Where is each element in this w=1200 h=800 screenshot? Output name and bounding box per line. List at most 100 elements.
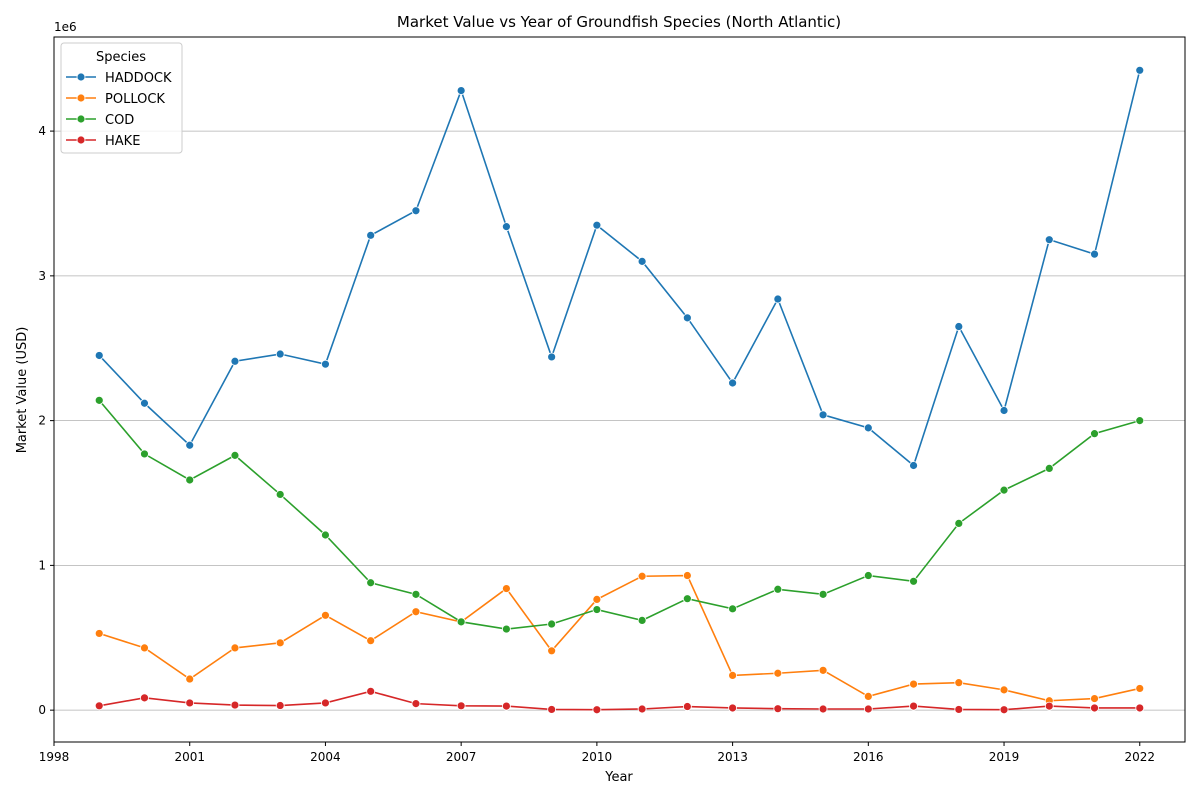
- y-axis-ticks: 0 1 2 3 4: [38, 124, 54, 717]
- legend-label: HAKE: [105, 134, 140, 149]
- data-point-hake: [637, 704, 647, 714]
- data-point-pollock: [185, 674, 195, 684]
- legend-box: [60, 42, 183, 154]
- data-point-cod: [94, 395, 104, 405]
- data-point-hake: [818, 704, 828, 714]
- series-cod: [94, 395, 1145, 634]
- data-point-hake: [682, 702, 692, 711]
- legend: Species HADDOCK POLLOCK COD HAKE: [60, 42, 183, 154]
- data-point-cod: [275, 490, 285, 499]
- data-point-pollock: [321, 610, 330, 620]
- legend-marker: [76, 135, 86, 145]
- chart-title: Market Value vs Year of Groundfish Speci…: [397, 13, 841, 31]
- x-tick-label: 2016: [853, 750, 884, 764]
- data-point-haddock: [954, 322, 964, 331]
- data-point-haddock: [863, 423, 873, 433]
- data-point-haddock: [728, 378, 737, 388]
- y-tick-label: 1: [38, 558, 46, 572]
- data-point-hake: [909, 701, 918, 711]
- data-point-cod: [1044, 463, 1054, 473]
- data-point-haddock: [94, 351, 104, 360]
- x-tick-label: 2013: [717, 750, 748, 764]
- legend-entry-haddock: HADDOCK: [66, 71, 172, 86]
- series-layer: [94, 65, 1145, 715]
- data-point-haddock: [773, 294, 783, 304]
- data-point-cod: [185, 475, 195, 485]
- series-hake: [94, 686, 1145, 715]
- data-point-pollock: [728, 671, 737, 680]
- data-point-hake: [185, 698, 195, 708]
- x-tick-label: 2004: [310, 750, 341, 764]
- x-tick-label: 2019: [989, 750, 1020, 764]
- data-point-hake: [863, 704, 873, 714]
- data-point-cod: [999, 485, 1009, 495]
- data-point-hake: [456, 701, 466, 711]
- data-point-pollock: [999, 685, 1009, 695]
- data-point-pollock: [1090, 694, 1099, 703]
- x-tick-label: 2001: [174, 750, 205, 764]
- y-tick-label: 4: [38, 124, 46, 138]
- data-point-haddock: [818, 410, 828, 420]
- legend-marker: [76, 93, 86, 103]
- data-point-cod: [230, 450, 240, 460]
- data-point-haddock: [411, 206, 421, 216]
- x-tick-label: 2010: [582, 750, 613, 764]
- data-point-pollock: [682, 571, 692, 580]
- plot-frame: [53, 36, 1186, 743]
- series-line-cod: [98, 399, 1140, 630]
- data-point-haddock: [275, 349, 285, 359]
- x-tick-label: 1998: [39, 750, 70, 764]
- data-point-cod: [547, 619, 557, 629]
- data-point-hake: [1044, 701, 1054, 711]
- data-point-haddock: [230, 356, 240, 366]
- data-point-hake: [1135, 703, 1145, 713]
- data-point-pollock: [140, 643, 149, 653]
- legend-entry-pollock: POLLOCK: [66, 92, 165, 107]
- data-point-haddock: [637, 256, 647, 266]
- series-line-hake: [99, 690, 1140, 711]
- data-point-pollock: [592, 595, 602, 604]
- data-point-hake: [999, 705, 1009, 715]
- data-point-cod: [366, 578, 376, 588]
- data-point-haddock: [456, 86, 466, 95]
- data-point-cod: [501, 624, 511, 634]
- grid-lines: [54, 130, 1185, 711]
- data-point-pollock: [230, 643, 240, 653]
- data-point-cod: [1090, 429, 1099, 439]
- data-point-pollock: [547, 646, 557, 656]
- data-point-haddock: [1135, 65, 1145, 75]
- legend-entry-cod: COD: [66, 113, 134, 128]
- data-point-pollock: [863, 691, 873, 701]
- data-point-pollock: [909, 679, 918, 689]
- data-point-hake: [1090, 703, 1099, 713]
- data-point-haddock: [501, 222, 511, 232]
- data-point-pollock: [94, 629, 104, 638]
- data-point-cod: [1135, 416, 1145, 426]
- data-point-pollock: [954, 678, 964, 688]
- data-point-haddock: [185, 440, 195, 450]
- data-point-hake: [547, 705, 557, 714]
- legend-marker: [76, 114, 86, 124]
- data-point-cod: [773, 584, 783, 594]
- data-point-hake: [954, 705, 964, 714]
- data-point-cod: [863, 571, 873, 580]
- data-point-cod: [728, 604, 737, 614]
- series-line-haddock: [98, 70, 1141, 467]
- data-point-pollock: [1135, 684, 1145, 693]
- y-tick-label: 0: [38, 703, 46, 717]
- data-point-cod: [321, 530, 330, 540]
- data-point-haddock: [909, 461, 918, 470]
- data-point-pollock: [637, 571, 647, 581]
- data-point-haddock: [1090, 249, 1099, 259]
- data-point-cod: [818, 589, 828, 599]
- data-point-hake: [94, 701, 104, 711]
- data-point-hake: [366, 686, 376, 696]
- x-axis-title: Year: [604, 770, 633, 785]
- data-point-haddock: [999, 406, 1009, 415]
- legend-label: COD: [105, 113, 134, 128]
- data-point-cod: [954, 519, 964, 528]
- data-point-hake: [275, 701, 285, 710]
- data-point-haddock: [366, 230, 376, 240]
- data-point-hake: [230, 700, 240, 710]
